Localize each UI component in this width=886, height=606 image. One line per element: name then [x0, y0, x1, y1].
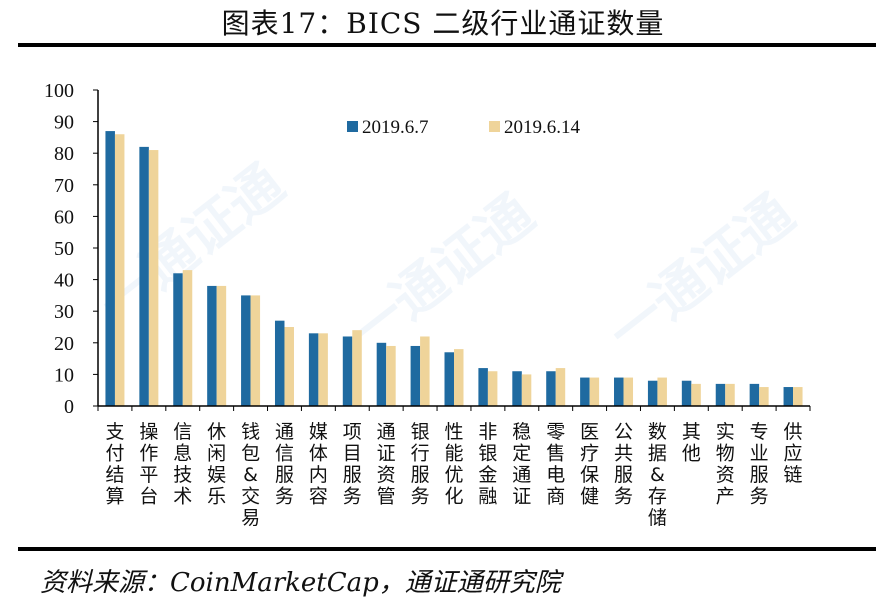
bar-1-18: [715, 383, 726, 406]
x-tick-label-1: 操作平台: [139, 421, 158, 508]
x-tick-label-12: 稳定通证: [512, 421, 531, 508]
bar-1-14: [580, 377, 590, 406]
bar-2-4: [250, 295, 261, 406]
x-tick-label-18: 实物资产: [716, 421, 735, 508]
bar-1-12: [512, 371, 522, 406]
x-tick-label-6: 媒体内容: [309, 421, 328, 508]
x-tick-label-9: 银行服务: [411, 421, 430, 508]
y-tick-label-20: 20: [54, 333, 74, 355]
bar-2-6: [318, 333, 328, 406]
bar-2-5: [284, 327, 294, 406]
x-tick-label-16: 数据&存储: [648, 421, 667, 529]
x-tick-label-4: 钱包&交易: [241, 421, 260, 529]
bar-1-9: [410, 345, 421, 406]
x-tick-label-20: 供应链: [784, 421, 803, 486]
bar-1-2: [173, 273, 183, 406]
bar-2-7: [352, 330, 362, 406]
bar-1-10: [444, 352, 454, 406]
axes-layer: 0 10 20 30 40 50 60 70 80 90 100 支付结算操作平台信息技术休闲娱乐钱包…: [44, 80, 811, 529]
x-tick-label-10: 性能优化: [444, 421, 463, 508]
source-note: 资料来源：CoinMarketCap，通证通研究院: [40, 568, 561, 598]
bar-2-11: [487, 371, 498, 406]
bar-2-8: [386, 345, 396, 406]
bars-layer: [105, 131, 803, 406]
top-rule: [18, 43, 876, 47]
bar-2-2: [182, 270, 193, 406]
y-tick-label-40: 40: [54, 270, 74, 292]
bar-1-8: [376, 342, 387, 406]
bar-chart: 0 10 20 30 40 50 60 70 80 90 100 支付结算操作平台信息技术休闲娱乐钱包…: [44, 80, 811, 529]
y-tick-label-10: 10: [54, 364, 74, 386]
x-tick-label-13: 零售电商: [546, 421, 565, 508]
y-tick-label-100: 100: [44, 80, 74, 102]
bar-1-17: [681, 380, 692, 406]
bar-1-5: [274, 320, 285, 406]
x-tick-label-5: 通信服务: [275, 421, 294, 508]
bar-1-7: [342, 336, 353, 406]
bar-1-20: [783, 387, 794, 406]
bar-1-15: [614, 377, 624, 406]
y-tick-label-30: 30: [54, 301, 74, 323]
legend-swatch-1: [347, 121, 358, 132]
legend-swatch-2: [489, 121, 500, 132]
bar-2-16: [657, 377, 667, 406]
legend-label-2: 2019.6.14: [504, 117, 581, 138]
y-tick-label-0: 0: [64, 396, 74, 418]
x-tick-label-2: 信息技术: [173, 421, 192, 508]
bar-2-0: [114, 134, 125, 406]
x-tick-label-7: 项目服务: [343, 421, 362, 508]
x-tick-label-11: 非银金融: [478, 421, 497, 508]
x-tick-label-19: 专业服务: [750, 421, 769, 508]
x-tick-label-8: 通证资管: [377, 421, 396, 508]
bar-2-18: [725, 383, 735, 406]
figure-title: 图表17：BICS 二级行业通证数量: [221, 7, 665, 40]
bar-1-6: [308, 333, 319, 406]
x-tick-label-0: 支付结算: [105, 421, 124, 508]
bar-2-9: [420, 336, 430, 406]
y-tick-label-70: 70: [54, 175, 74, 197]
bar-2-14: [589, 377, 600, 406]
legend-label-1: 2019.6.7: [362, 117, 429, 138]
bar-1-3: [207, 285, 217, 406]
y-tick-label-80: 80: [54, 143, 74, 165]
bar-1-0: [105, 131, 115, 406]
bar-1-16: [647, 380, 658, 406]
x-tick-label-17: 其他: [682, 421, 701, 465]
y-tick-label-60: 60: [54, 206, 74, 228]
bar-2-15: [623, 377, 634, 406]
x-tick-label-14: 医疗保健: [580, 421, 599, 508]
bar-2-12: [521, 374, 532, 406]
y-tick-label-90: 90: [54, 112, 74, 134]
bar-1-1: [139, 146, 149, 406]
bottom-rule: [18, 547, 876, 551]
bar-2-19: [759, 387, 769, 406]
bar-2-3: [216, 285, 227, 406]
bar-1-11: [478, 368, 488, 406]
bar-1-19: [749, 383, 760, 406]
legend: 2019.6.7 2019.6.14: [347, 117, 581, 138]
bar-2-10: [454, 349, 464, 406]
bar-2-1: [148, 150, 159, 406]
bar-2-13: [555, 368, 566, 406]
bar-1-13: [546, 371, 556, 406]
y-tick-label-50: 50: [54, 238, 74, 260]
x-tick-label-3: 休闲娱乐: [207, 421, 226, 508]
bar-2-17: [691, 383, 701, 406]
bar-1-4: [241, 295, 251, 406]
x-tick-label-15: 公共服务: [614, 421, 633, 508]
bar-2-20: [793, 387, 803, 406]
